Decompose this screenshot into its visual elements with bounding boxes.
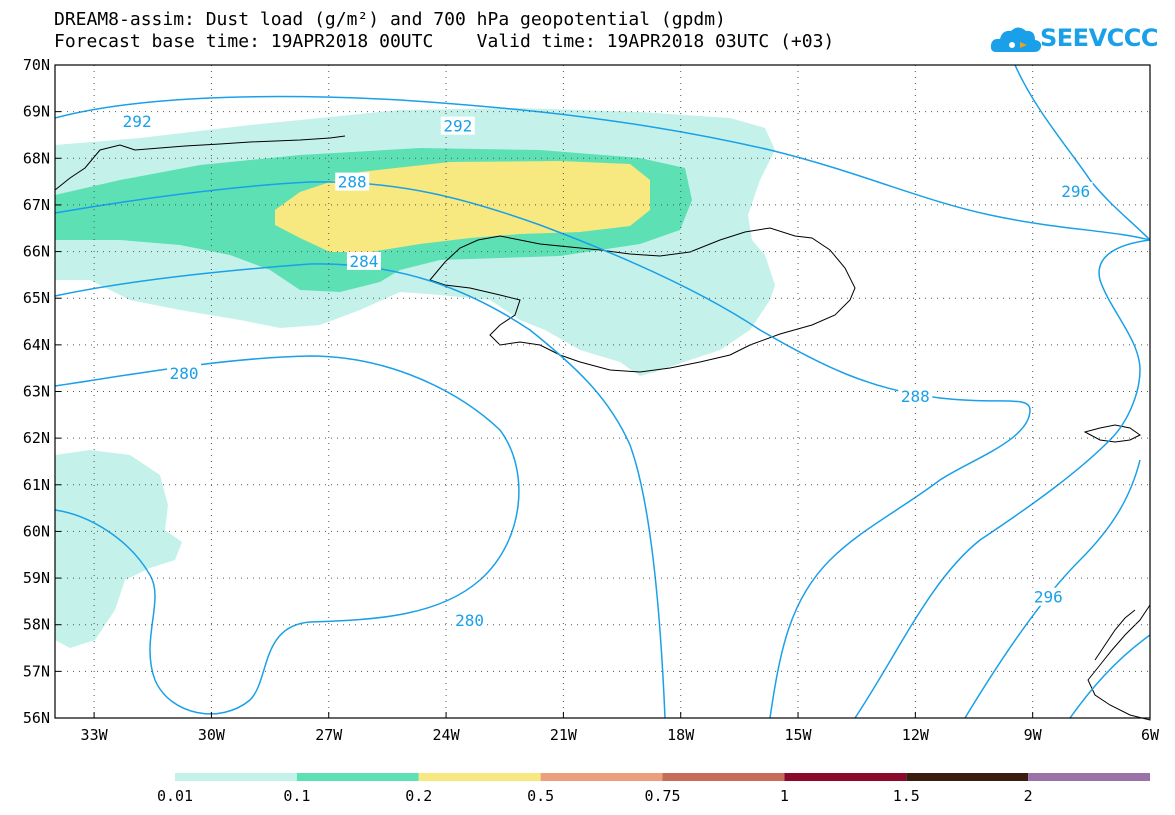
- contour-288: [54, 181, 1031, 719]
- contour-label: 280: [170, 364, 199, 383]
- lon-label: 30W: [198, 726, 226, 744]
- lon-label: 12W: [902, 726, 930, 744]
- contour-280: [54, 355, 520, 715]
- contour-labels: 292 292 296 288 284 280 288 280 296: [120, 111, 1093, 630]
- contour-label: 296: [1061, 182, 1090, 201]
- lat-label: 63N: [23, 383, 50, 401]
- lat-label: 67N: [23, 196, 50, 214]
- colorbar-label: 0.75: [644, 787, 680, 805]
- contour-296-north: [1014, 64, 1151, 241]
- contour-label: 292: [123, 112, 152, 131]
- contour-label-bg: [440, 116, 475, 135]
- colorbar-swatch: [296, 773, 419, 781]
- colorbar-swatch: [662, 773, 785, 781]
- lat-label: 61N: [23, 476, 50, 494]
- colorbar-swatch: [906, 773, 1029, 781]
- contour-label-bg: [898, 387, 933, 406]
- contour-284: [54, 263, 666, 719]
- contour-label: 280: [455, 611, 484, 630]
- contour-label-bg: [120, 111, 155, 130]
- contour-292: [54, 95, 1151, 241]
- contour-300: [1069, 634, 1151, 719]
- contour-label: 288: [338, 173, 367, 192]
- colorbar-swatch: [784, 773, 907, 781]
- colorbar-swatch: [418, 773, 541, 781]
- contour-label-bg: [346, 251, 381, 270]
- lon-label: 27W: [315, 726, 343, 744]
- contour-label-bg: [1058, 181, 1093, 200]
- lon-label: 6W: [1141, 726, 1160, 744]
- lat-label: 64N: [23, 336, 50, 354]
- contour-label-bg: [452, 611, 487, 630]
- graticule: [55, 65, 1150, 718]
- map-title: DREAM8-assim: Dust load (g/m²) and 700 h…: [54, 9, 726, 30]
- colorbar: 0.01 0.1 0.2 0.5 0.75 1 1.5 2: [157, 773, 1150, 805]
- contour-label-bg: [335, 172, 370, 191]
- lon-label: 9W: [1024, 726, 1043, 744]
- lon-label: 24W: [433, 726, 461, 744]
- colorbar-label: 1.5: [893, 787, 920, 805]
- dust-shading: [55, 108, 775, 648]
- lat-label: 70N: [23, 56, 50, 74]
- colorbar-label: 0.5: [527, 787, 554, 805]
- scotland-coast: [1087, 603, 1151, 721]
- lon-label: 18W: [667, 726, 695, 744]
- hebrides-coast: [1094, 609, 1136, 661]
- geopotential-contours: [54, 64, 1151, 719]
- colorbar-swatch: [540, 773, 663, 781]
- iceland-coast: [429, 227, 856, 373]
- colorbar-label: 0.1: [283, 787, 310, 805]
- colorbar-label: 2: [1024, 787, 1033, 805]
- contour-label: 296: [1034, 588, 1063, 607]
- contour-label: 288: [901, 387, 930, 406]
- lat-label: 66N: [23, 243, 50, 261]
- coastlines: [54, 135, 1151, 721]
- lat-label: 69N: [23, 103, 50, 121]
- colorbar-label: 1: [780, 787, 789, 805]
- map-subtitle-times: Forecast base time: 19APR2018 00UTC Vali…: [54, 31, 835, 52]
- lon-label: 15W: [784, 726, 812, 744]
- axis-labels: 33W 30W 27W 24W 21W 18W 15W 12W 9W 6W 70N 69N 68N 67N…: [23, 56, 1160, 744]
- lat-label: 56N: [23, 709, 50, 727]
- greenland-coast: [54, 135, 346, 191]
- dust-area-0.01-sw: [55, 450, 182, 648]
- lat-label: 58N: [23, 616, 50, 634]
- lat-label: 62N: [23, 429, 50, 447]
- lat-label: 60N: [23, 522, 50, 540]
- contour-296-east: [964, 459, 1141, 719]
- lon-label: 21W: [550, 726, 578, 744]
- lon-label: 33W: [81, 726, 109, 744]
- colorbar-label: 0.2: [405, 787, 432, 805]
- lat-label: 59N: [23, 569, 50, 587]
- faroe-coast: [1083, 424, 1141, 443]
- colorbar-label: 0.01: [157, 787, 193, 805]
- contour-296-south: [854, 239, 1151, 719]
- cloud-logo-icon: [990, 27, 1042, 52]
- contour-label: 284: [349, 252, 378, 271]
- logo-text: SEEVCCC: [1040, 24, 1159, 52]
- contour-label-bg: [1031, 587, 1066, 606]
- colorbar-swatch: [175, 773, 297, 781]
- lat-label: 57N: [23, 662, 50, 680]
- lat-label: 65N: [23, 289, 50, 307]
- colorbar-swatch: [1028, 773, 1150, 781]
- contour-label: 292: [443, 117, 472, 136]
- lat-label: 68N: [23, 149, 50, 167]
- contour-label-bg: [167, 363, 202, 382]
